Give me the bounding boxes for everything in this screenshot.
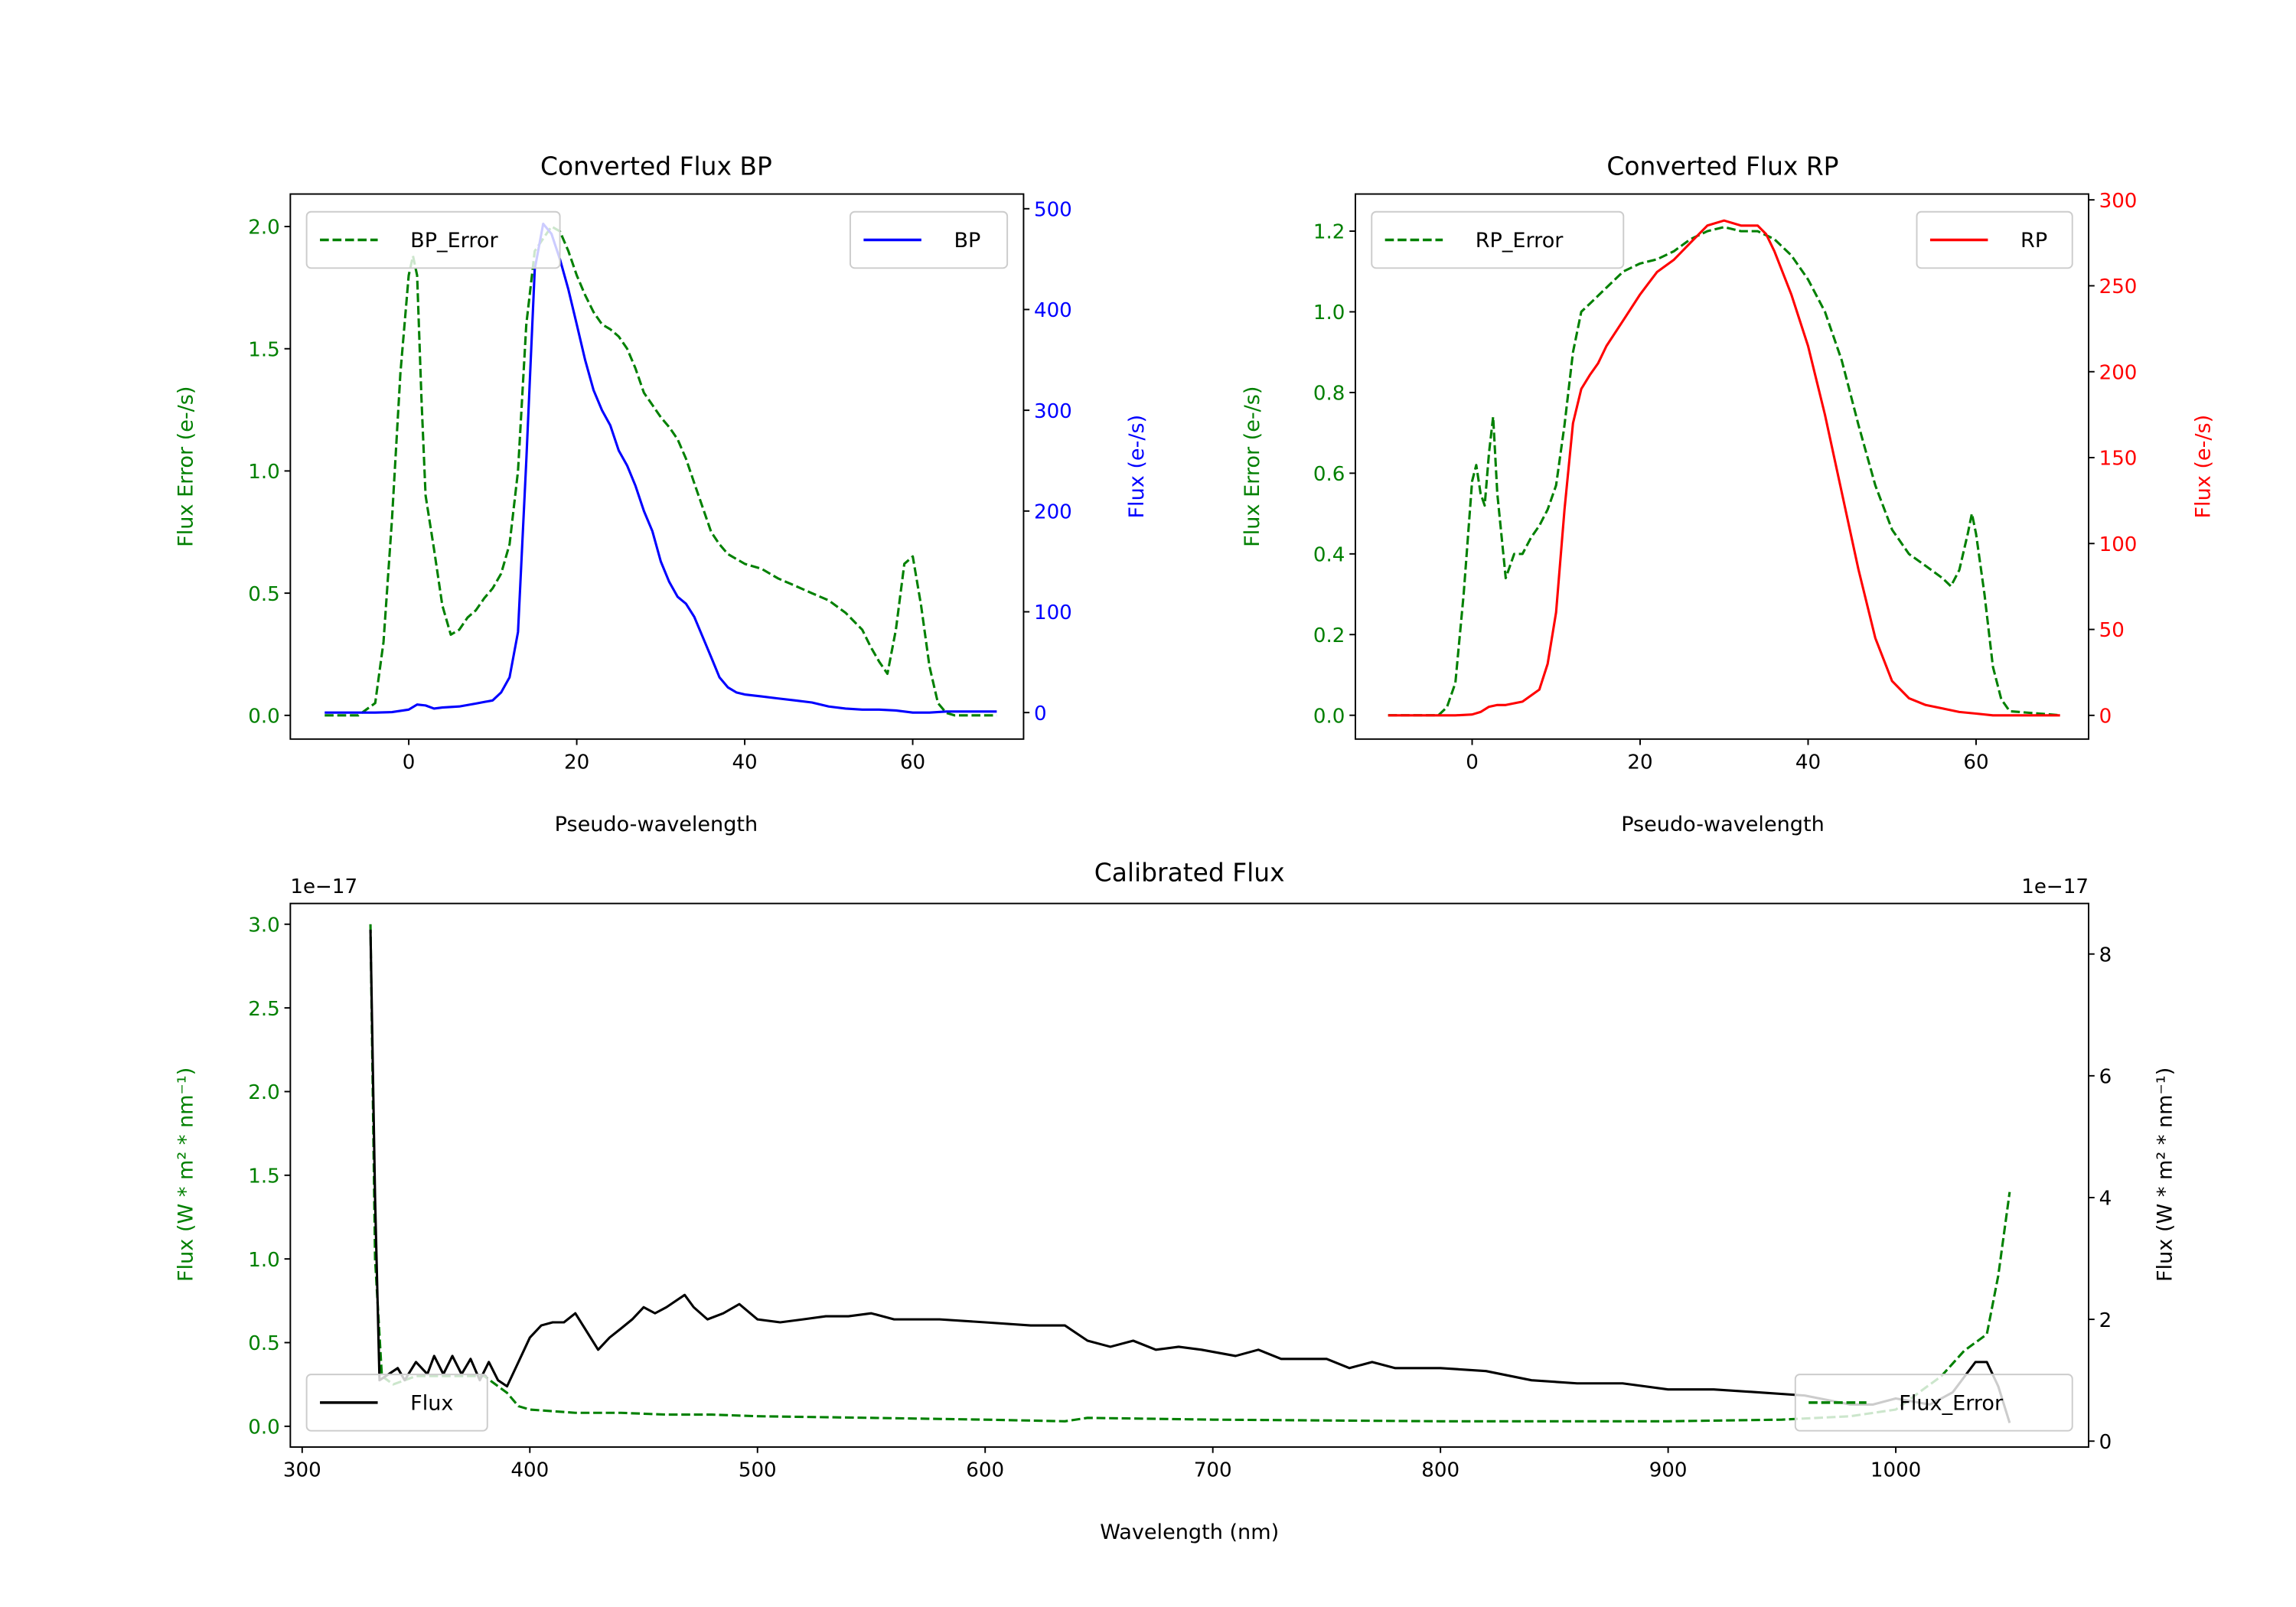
x-tick-label: 20 xyxy=(564,751,589,774)
legend-label: Flux xyxy=(410,1392,453,1416)
series-line-bp-error xyxy=(325,225,997,717)
x-tick-label: 900 xyxy=(1649,1459,1688,1482)
x-tick-label: 500 xyxy=(739,1459,777,1482)
y-right-tick-label: 150 xyxy=(2099,448,2138,471)
rp-ylabel-right: Flux (e-/s) xyxy=(2192,415,2216,519)
bp-ylabel-left: Flux Error (e-/s) xyxy=(174,386,198,547)
y-left-tick-label: 1.0 xyxy=(1313,302,1345,324)
bp-title: Converted Flux BP xyxy=(540,151,772,181)
y-left-tick-label: 2.0 xyxy=(248,217,280,240)
legend-box xyxy=(305,210,561,269)
legend-box xyxy=(1371,210,1625,269)
legend-flux: Flux xyxy=(305,1374,488,1432)
x-tick-label: 0 xyxy=(1466,751,1479,774)
y-right-tick-label: 200 xyxy=(1034,500,1072,523)
x-tick-label: 600 xyxy=(966,1459,1004,1482)
bp-xlabel: Pseudo-wavelength xyxy=(555,813,758,836)
offset-text-left: 1e−17 xyxy=(290,875,357,898)
y-right-tick-label: 400 xyxy=(1034,299,1072,322)
axes-frame xyxy=(289,193,1025,740)
y-right-tick-label: 100 xyxy=(1034,601,1072,624)
rp-title: Converted Flux RP xyxy=(1606,151,1838,181)
rp-xlabel: Pseudo-wavelength xyxy=(1621,813,1825,836)
bp-ylabel-right: Flux (e-/s) xyxy=(1125,415,1149,519)
x-tick-label: 400 xyxy=(510,1459,549,1482)
y-right-tick-label: 2 xyxy=(2099,1309,2112,1332)
legend-bp: BP xyxy=(850,210,1009,269)
legend-label: BP_Error xyxy=(410,229,498,253)
y-left-tick-label: 2.0 xyxy=(248,1081,280,1104)
legend-box xyxy=(1916,210,2073,269)
y-right-tick-label: 500 xyxy=(1034,198,1072,221)
rp-ylabel-left: Flux Error (e-/s) xyxy=(1241,386,1264,547)
legend-box xyxy=(1794,1374,2073,1432)
y-left-tick-label: 0.4 xyxy=(1313,543,1345,566)
y-right-tick-label: 300 xyxy=(1034,400,1072,423)
y-left-tick-label: 1.0 xyxy=(248,461,280,484)
legend-label: RP xyxy=(2020,229,2047,253)
x-tick-label: 800 xyxy=(1421,1459,1459,1482)
calibrated-ylabel-right: Flux (W * m² * nm⁻¹) xyxy=(2153,1068,2177,1282)
y-left-tick-label: 2.5 xyxy=(248,998,280,1021)
y-right-tick-label: 0 xyxy=(2099,1431,2112,1454)
legend-label: Flux_Error xyxy=(1899,1392,2004,1416)
x-tick-label: 0 xyxy=(403,751,416,774)
y-right-tick-label: 300 xyxy=(2099,190,2138,213)
y-left-tick-label: 0.8 xyxy=(1313,383,1345,406)
calibrated-xlabel: Wavelength (nm) xyxy=(1100,1521,1279,1544)
rp-axes: 0 20 40 60 0.0 0.2 0.4 0.6 0.8 1.0 1.2 0 50 100 150 200… xyxy=(1313,190,2138,774)
axes-frame xyxy=(1355,193,2089,740)
series-line-rp xyxy=(1388,219,2060,717)
y-left-tick-label: 3.0 xyxy=(248,914,280,937)
x-tick-label: 20 xyxy=(1627,751,1652,774)
legend-box xyxy=(305,1374,488,1432)
y-left-tick-label: 0.2 xyxy=(1313,624,1345,647)
y-left-tick-label: 1.5 xyxy=(248,1165,280,1188)
y-left-tick-label: 0.5 xyxy=(248,1332,280,1355)
y-right-tick-label: 250 xyxy=(2099,275,2138,298)
series-line-rp-error xyxy=(1388,226,2060,717)
legend-rp: RP xyxy=(1916,210,2073,269)
x-tick-label: 40 xyxy=(732,751,757,774)
legend-label: BP xyxy=(954,229,980,253)
legend-flux-error: Flux_Error xyxy=(1794,1374,2073,1432)
y-right-tick-label: 50 xyxy=(2099,619,2125,642)
calibrated-title: Calibrated Flux xyxy=(1094,858,1285,888)
y-right-tick-label: 100 xyxy=(2099,533,2138,556)
y-left-tick-label: 0.6 xyxy=(1313,463,1345,486)
offset-text-right: 1e−17 xyxy=(2021,875,2089,898)
legend-label: RP_Error xyxy=(1476,229,1564,253)
y-right-tick-label: 0 xyxy=(1034,702,1047,725)
x-tick-label: 60 xyxy=(900,751,925,774)
y-left-tick-label: 1.0 xyxy=(248,1249,280,1272)
y-left-tick-label: 1.2 xyxy=(1313,221,1345,244)
y-right-tick-label: 4 xyxy=(2099,1188,2112,1211)
y-left-tick-label: 1.5 xyxy=(248,338,280,361)
y-left-tick-label: 0.0 xyxy=(1313,705,1345,728)
calibrated-ylabel-left: Flux (W * m² * nm⁻¹) xyxy=(174,1068,198,1282)
series-line-bp xyxy=(325,222,997,714)
legend-bp-error: BP_Error xyxy=(305,210,561,269)
y-left-tick-label: 0.0 xyxy=(248,1416,280,1439)
y-right-tick-label: 200 xyxy=(2099,361,2138,384)
y-right-tick-label: 6 xyxy=(2099,1066,2112,1089)
x-tick-label: 40 xyxy=(1795,751,1821,774)
calibrated-axes: 300 400 500 600 700 800 900 1000 0.0 0.5 1.0 1.5 2.0… xyxy=(248,902,2112,1482)
y-left-tick-label: 0.0 xyxy=(248,706,280,729)
legend-box xyxy=(850,210,1009,269)
x-tick-label: 1000 xyxy=(1870,1459,1921,1482)
x-tick-label: 300 xyxy=(283,1459,321,1482)
y-right-tick-label: 8 xyxy=(2099,944,2112,966)
y-left-tick-label: 0.5 xyxy=(248,583,280,606)
legend-rp-error: RP_Error xyxy=(1371,210,1625,269)
y-right-tick-label: 0 xyxy=(2099,705,2112,728)
x-tick-label: 700 xyxy=(1194,1459,1232,1482)
x-tick-label: 60 xyxy=(1963,751,1988,774)
bp-axes: 0 20 40 60 0.0 0.5 1.0 1.5 2.0 0 100 200 300 400 500 BP… xyxy=(248,193,1072,774)
